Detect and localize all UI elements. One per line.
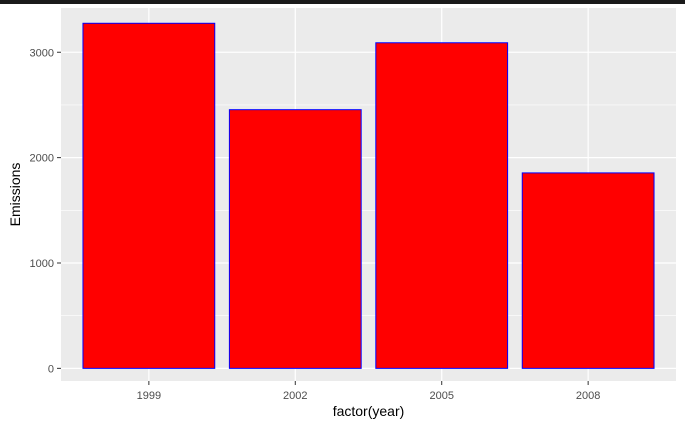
x-axis: 1999 2002 2005 2008 [137, 381, 600, 402]
bar-1999 [82, 22, 216, 369]
x-tick-label: 2002 [283, 390, 307, 402]
y-tick-label: 0 [48, 363, 54, 375]
y-tick-label: 3000 [30, 47, 54, 59]
y-axis-title: Emissions [7, 163, 23, 227]
x-tick-label: 2005 [429, 390, 453, 402]
x-tick-label: 1999 [137, 390, 161, 402]
top-border [0, 0, 685, 4]
x-axis-title: factor(year) [333, 403, 405, 419]
bar-2002 [228, 109, 362, 369]
bar-2008 [521, 172, 655, 369]
y-tick-label: 1000 [30, 258, 54, 270]
bar-2005 [375, 42, 509, 369]
y-axis: 0 1000 2000 3000 [30, 47, 61, 375]
bars [82, 22, 655, 369]
x-tick-label: 2008 [576, 390, 600, 402]
y-tick-label: 2000 [30, 153, 54, 165]
